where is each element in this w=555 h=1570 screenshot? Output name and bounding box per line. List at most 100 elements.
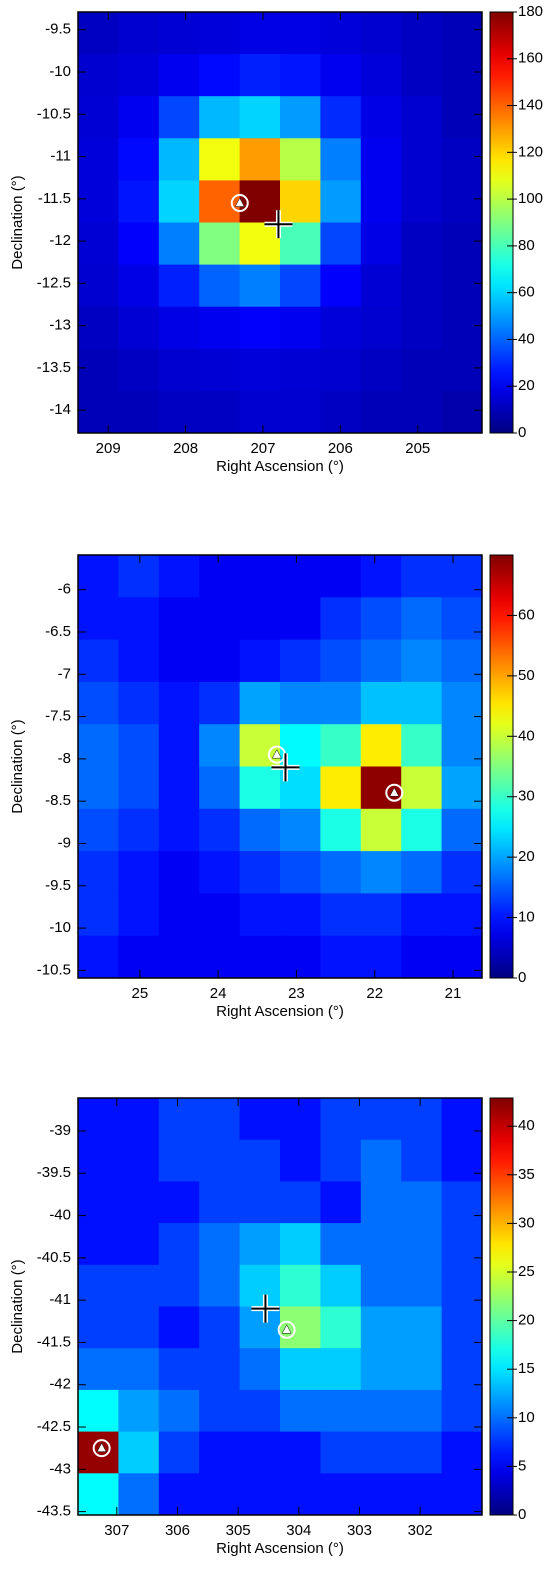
y-tick-label: -10	[49, 63, 71, 80]
heat-cell	[280, 1473, 321, 1516]
heat-cell	[280, 555, 321, 598]
heat-cell	[78, 222, 119, 266]
heat-cell	[78, 1098, 119, 1141]
heat-cell	[239, 12, 281, 55]
heat-cell	[78, 766, 119, 810]
heat-cell	[78, 555, 119, 598]
heat-cell	[360, 138, 402, 181]
heat-cell	[158, 766, 200, 810]
heat-cell	[199, 96, 241, 139]
colorbar-tick-label: 50	[518, 667, 535, 684]
heat-cell	[239, 306, 281, 350]
heat-cell	[401, 222, 443, 266]
heat-cell	[78, 597, 119, 641]
y-tick-label: -7.5	[45, 708, 71, 725]
heat-cell	[360, 1098, 402, 1141]
colorbar-tick-label: 35	[518, 1166, 535, 1183]
heat-cell	[441, 808, 483, 852]
heat-cell	[78, 1473, 119, 1516]
heat-cell	[360, 1181, 402, 1224]
heat-cell	[280, 597, 321, 641]
heat-cell	[280, 1264, 321, 1307]
colorbar-tick-label: 60	[518, 284, 535, 301]
y-axis-label: Declination (°)	[9, 175, 26, 269]
heat-cell	[441, 1306, 483, 1349]
x-tick-label: 21	[445, 985, 462, 1002]
heat-cell	[280, 1389, 321, 1433]
heat-cell	[441, 1264, 483, 1307]
heat-cell	[441, 681, 483, 725]
y-tick-label: -9.5	[45, 21, 71, 38]
heat-cell	[441, 96, 483, 139]
x-tick-label: 307	[104, 1522, 129, 1539]
y-tick-label: -11	[50, 148, 71, 165]
source-marker	[234, 197, 245, 207]
source-contour	[92, 1439, 111, 1458]
heat-cell	[199, 264, 241, 308]
heat-cell	[118, 222, 160, 266]
heat-cell	[320, 348, 362, 392]
heat-cell	[78, 12, 119, 55]
heat-cell	[320, 96, 362, 139]
y-tick-label: -8.5	[45, 792, 71, 809]
heat-cell	[441, 348, 483, 392]
heat-cell	[158, 681, 200, 725]
heat-cell	[158, 1348, 200, 1391]
heat-cell	[360, 1264, 402, 1307]
source-marker	[389, 787, 400, 797]
heat-cell	[158, 390, 200, 434]
heat-cell	[239, 1181, 281, 1224]
heat-cell	[360, 1348, 402, 1391]
heat-cell	[280, 348, 321, 392]
heat-cell	[199, 1139, 241, 1182]
heat-cell	[401, 138, 443, 181]
heat-cell	[401, 1264, 443, 1307]
heat-cell	[360, 264, 402, 308]
heat-cell	[199, 1473, 241, 1516]
heat-cell	[158, 1098, 200, 1141]
heat-cell	[280, 222, 321, 266]
heat-cell	[320, 264, 362, 308]
y-tick-label: -42.5	[37, 1418, 71, 1435]
heat-cell	[239, 222, 281, 266]
heat-cell	[360, 12, 402, 55]
y-axis-label: Declination (°)	[9, 1259, 26, 1353]
y-tick-label: -43.5	[37, 1503, 71, 1520]
heat-cell	[239, 724, 281, 767]
heat-cell	[158, 1264, 200, 1307]
heat-cell	[401, 54, 443, 97]
colorbar-tick-label: 20	[518, 848, 535, 865]
colorbar-tick-label: 20	[518, 1312, 535, 1329]
heat-cell	[239, 1473, 281, 1516]
y-tick-label: -10.5	[37, 961, 71, 978]
source-contour	[277, 1320, 296, 1339]
heat-cell	[280, 180, 321, 223]
heat-cell	[239, 1264, 281, 1307]
heat-cell	[360, 1389, 402, 1433]
heat-cell	[360, 222, 402, 266]
heat-cell	[158, 222, 200, 266]
heat-cell	[158, 348, 200, 392]
heat-cell	[158, 1181, 200, 1224]
heat-cell	[280, 96, 321, 139]
heat-cell	[158, 1139, 200, 1182]
colorbar-tick-label: 80	[518, 237, 535, 254]
heat-cell	[118, 306, 160, 350]
heat-cell	[199, 1389, 241, 1433]
heat-cell	[199, 54, 241, 97]
heat-cell	[199, 180, 241, 223]
heat-cell	[158, 851, 200, 894]
heat-cell	[401, 306, 443, 350]
heat-cell	[199, 808, 241, 852]
heat-cell	[280, 1098, 321, 1141]
x-axis-label: Right Ascension (°)	[216, 1003, 344, 1020]
colorbar-tick-label: 40	[518, 1117, 535, 1134]
heat-cell	[320, 1348, 362, 1391]
heat-cell	[441, 138, 483, 181]
heat-cell	[441, 12, 483, 55]
y-tick-label: -13	[49, 317, 71, 334]
heat-cell	[360, 808, 402, 852]
heat-cell	[280, 54, 321, 97]
heat-cell	[320, 893, 362, 937]
colorbar	[489, 554, 514, 979]
